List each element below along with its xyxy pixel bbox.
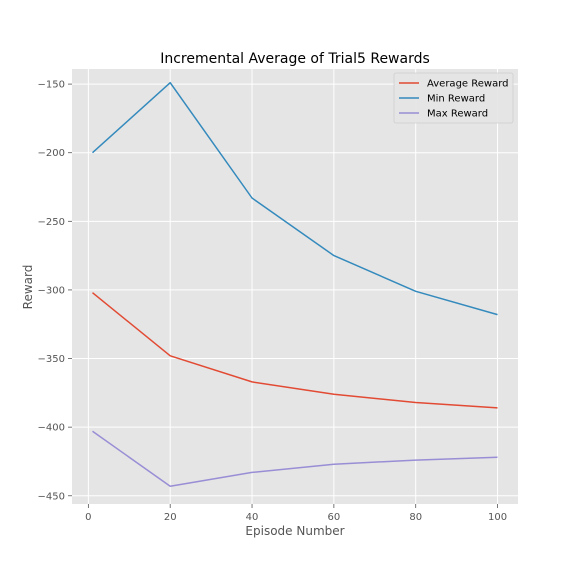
y-tick-label: −150 (38, 80, 65, 91)
y-tick-label: −350 (38, 354, 65, 365)
y-tick-label: −300 (38, 285, 65, 296)
y-tick-label: −200 (38, 148, 65, 159)
y-axis-ticks: −450 −400 −350 −300 −250 −200 −150 (38, 80, 72, 502)
y-tick-label: −250 (38, 217, 65, 228)
chart-title: Incremental Average of Trial5 Rewards (160, 51, 430, 67)
x-tick-label: 0 (85, 512, 91, 523)
y-axis-label: Reward (21, 265, 35, 310)
legend-box (393, 72, 514, 124)
y-tick-label: −450 (38, 491, 65, 502)
x-tick-label: 40 (246, 512, 259, 523)
plot-area (72, 69, 518, 504)
x-axis-ticks: 0 20 40 60 80 100 (85, 504, 507, 523)
legend-label: Min Reward (427, 94, 485, 105)
x-tick-label: 20 (164, 512, 177, 523)
series-line-max-reward (92, 430, 498, 487)
series-line-min-reward (91, 81, 498, 316)
legend-label: Average Reward (427, 79, 508, 90)
x-axis-label: Episode Number (245, 524, 344, 538)
series-line-average-reward (92, 292, 498, 409)
x-tick-label: 100 (488, 512, 507, 523)
series-lines (91, 81, 498, 487)
legend-label: Max Reward (427, 109, 488, 120)
x-tick-label: 60 (328, 512, 341, 523)
y-tick-label: −400 (38, 423, 65, 434)
x-tick-label: 80 (409, 512, 422, 523)
legend: Average Reward Min Reward Max Reward (393, 72, 514, 124)
